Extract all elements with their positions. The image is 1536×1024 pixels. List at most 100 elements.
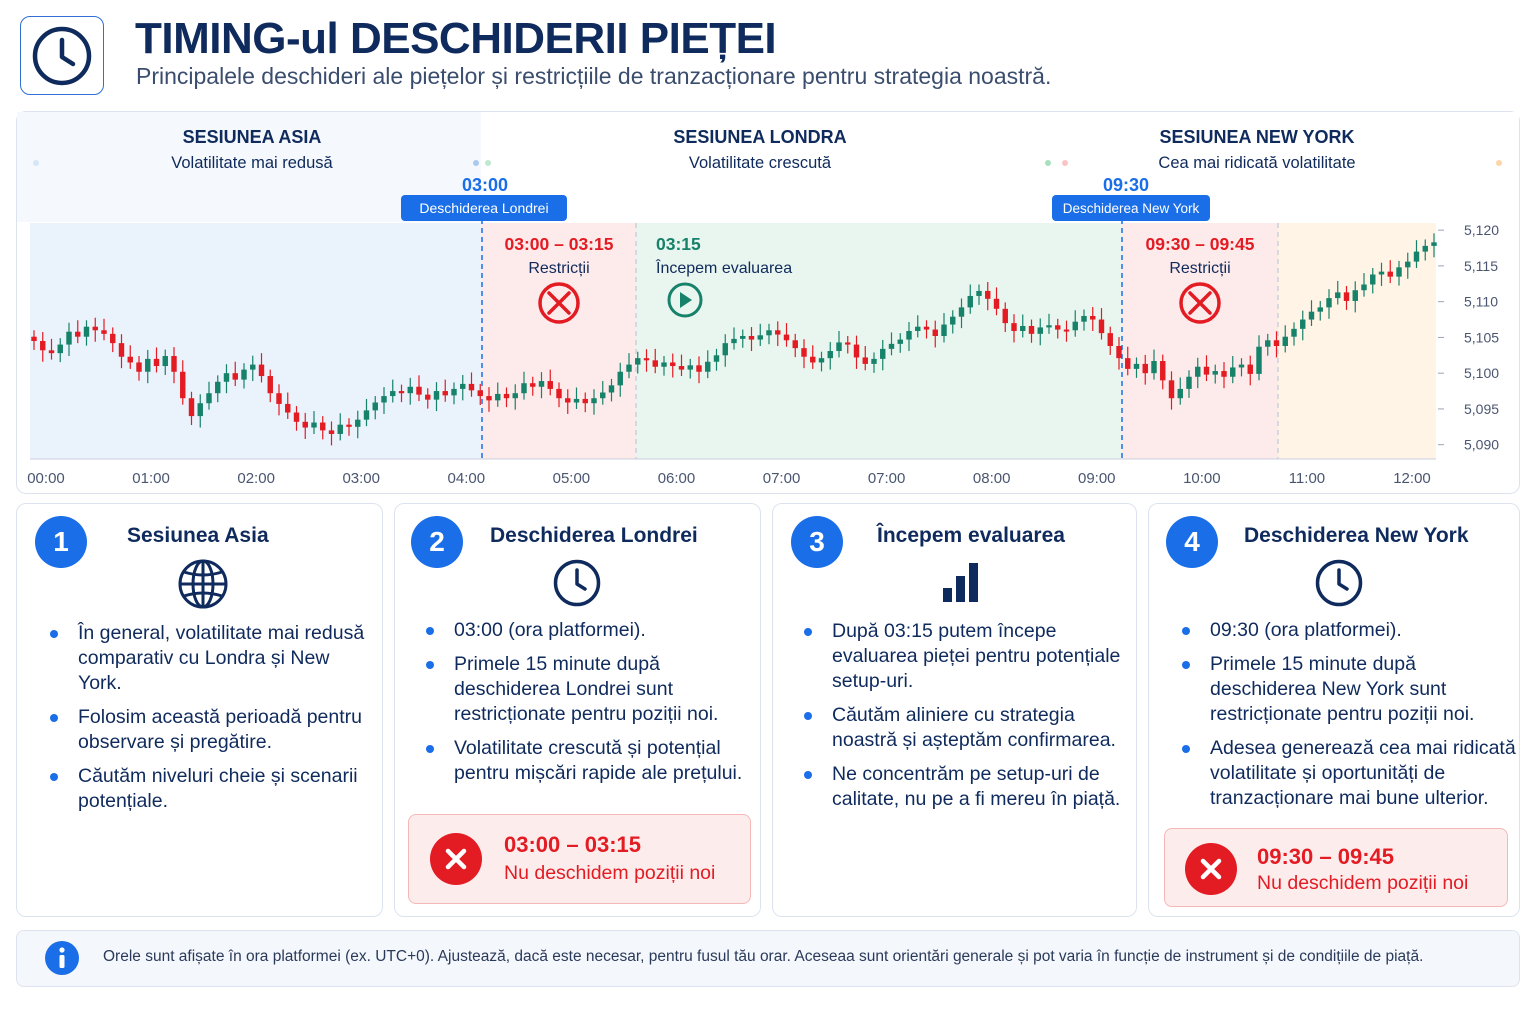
restriction-text: Nu deschidem poziții noi bbox=[1257, 872, 1469, 894]
bullet-list: 03:00 (ora platformei). Primele 15 minut… bbox=[424, 618, 754, 795]
candle bbox=[258, 353, 265, 383]
candle bbox=[495, 382, 501, 407]
candle bbox=[1020, 314, 1026, 338]
candle bbox=[101, 318, 107, 341]
candle bbox=[871, 352, 877, 373]
candle bbox=[608, 378, 615, 402]
candle bbox=[985, 282, 991, 311]
session-desc-asia: Volatilitate mai redusă bbox=[171, 154, 333, 172]
y-tick-label: 5,115 bbox=[1464, 258, 1498, 274]
candle bbox=[1116, 337, 1122, 370]
candle bbox=[696, 356, 702, 384]
x-tick-label: 12:00 bbox=[1393, 470, 1431, 487]
x-tick-label: 11:00 bbox=[1289, 470, 1325, 487]
x-tick-label: 05:00 bbox=[553, 470, 591, 487]
page-title: TIMING-ul DESCHIDERII PIEȚEI bbox=[135, 14, 777, 63]
candle bbox=[425, 388, 431, 409]
candlestick-chart: SESIUNEA ASIA Volatilitate mai redusă SE… bbox=[17, 112, 1519, 487]
candle bbox=[731, 327, 737, 350]
x-tick-label: 04:00 bbox=[448, 470, 486, 487]
candle bbox=[232, 361, 238, 387]
candle bbox=[591, 389, 597, 415]
candle bbox=[783, 323, 790, 347]
candle bbox=[92, 317, 98, 342]
candle bbox=[267, 369, 273, 403]
y-tick-label: 5,090 bbox=[1464, 437, 1499, 453]
candle bbox=[1133, 357, 1140, 378]
list-item: Adesea generează cea mai ridicată volati… bbox=[1180, 736, 1516, 811]
candle bbox=[1168, 371, 1175, 410]
candles bbox=[31, 233, 1437, 446]
candle bbox=[993, 287, 1000, 316]
candle bbox=[311, 411, 317, 434]
candle bbox=[897, 333, 903, 353]
candle bbox=[215, 375, 221, 403]
candle bbox=[547, 369, 553, 396]
session-title-london: SESIUNEA LONDRA bbox=[673, 127, 846, 147]
candle bbox=[477, 383, 483, 406]
bar-chart-icon bbox=[943, 563, 978, 602]
card-asia: 1 Sesiunea Asia În general, volatilitate… bbox=[16, 503, 383, 917]
candle bbox=[48, 338, 55, 360]
candle bbox=[950, 310, 956, 334]
candle bbox=[1317, 300, 1323, 321]
session-title-asia: SESIUNEA ASIA bbox=[183, 127, 322, 147]
candle bbox=[661, 356, 667, 376]
candle bbox=[626, 353, 632, 379]
info-icon bbox=[45, 941, 79, 975]
candle bbox=[1186, 370, 1192, 398]
candle bbox=[1405, 252, 1411, 279]
candle bbox=[328, 421, 335, 446]
candle bbox=[521, 371, 527, 400]
candle bbox=[923, 320, 930, 339]
session-header-band bbox=[481, 112, 1519, 222]
y-tick-label: 5,100 bbox=[1464, 365, 1499, 381]
candle bbox=[1282, 325, 1288, 353]
candle bbox=[617, 362, 623, 397]
candle bbox=[827, 342, 833, 370]
line-dot bbox=[485, 160, 491, 166]
candle bbox=[1326, 289, 1332, 319]
candle bbox=[600, 381, 606, 405]
candle bbox=[766, 323, 772, 345]
candle bbox=[1063, 320, 1070, 342]
x-tick-label: 02:00 bbox=[237, 470, 275, 487]
candle bbox=[460, 374, 466, 401]
candle bbox=[451, 382, 457, 405]
x-tick-label: 07:00 bbox=[763, 470, 801, 487]
candle bbox=[127, 345, 133, 369]
candle bbox=[1335, 280, 1341, 305]
ny-restriction-label: Restricții bbox=[1169, 260, 1230, 277]
candle bbox=[75, 320, 81, 344]
candle bbox=[285, 392, 291, 419]
candle bbox=[1072, 310, 1078, 337]
evaluation-time: 03:15 bbox=[656, 234, 701, 254]
candle bbox=[836, 330, 842, 358]
candle bbox=[810, 345, 816, 369]
step-badge: 2 bbox=[411, 516, 463, 568]
candle bbox=[1011, 314, 1017, 343]
candle bbox=[652, 348, 658, 374]
candle bbox=[503, 387, 510, 408]
card-title: Începem evaluarea bbox=[877, 524, 1065, 547]
candle bbox=[1413, 240, 1420, 269]
candle bbox=[757, 323, 763, 347]
list-item: 03:00 (ora platformei). bbox=[424, 618, 754, 643]
candle bbox=[670, 353, 676, 378]
candle bbox=[713, 348, 720, 371]
x-tick-label: 09:00 bbox=[1078, 470, 1116, 487]
candle bbox=[512, 384, 518, 410]
candle bbox=[1230, 356, 1236, 384]
footer-note bbox=[16, 930, 1520, 987]
page-subtitle: Principalele deschideri ale piețelor și … bbox=[136, 63, 1052, 89]
london-open-label: Deschiderea Londrei bbox=[419, 200, 548, 216]
candle bbox=[530, 376, 536, 396]
x-tick-label: 07:00 bbox=[868, 470, 906, 487]
card-newyork-open: 4 Deschiderea New York 09:30 (ora platfo… bbox=[1148, 503, 1520, 917]
candle bbox=[1291, 322, 1297, 346]
x-tick-label: 08:00 bbox=[973, 470, 1011, 487]
session-title-newyork: SESIUNEA NEW YORK bbox=[1159, 127, 1354, 147]
card-title: Sesiunea Asia bbox=[127, 524, 269, 547]
candle bbox=[197, 394, 203, 428]
y-tick-label: 5,110 bbox=[1464, 294, 1498, 310]
